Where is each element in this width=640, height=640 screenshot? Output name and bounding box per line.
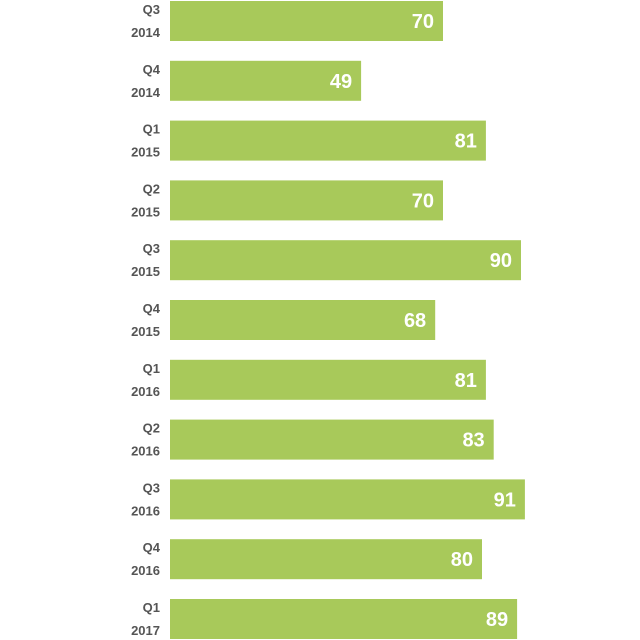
bar [170, 1, 443, 41]
bar-value-label: 70 [412, 11, 434, 33]
category-label-year: 2015 [131, 145, 160, 160]
bar [170, 359, 486, 400]
bar [170, 419, 494, 460]
bar-value-label: 90 [490, 250, 512, 272]
bar [170, 120, 486, 161]
category-label-quarter: Q3 [143, 480, 160, 495]
category-label-year: 2017 [131, 623, 160, 638]
bar-value-label: 70 [412, 190, 434, 212]
bar [170, 240, 521, 281]
category-label-year: 2015 [131, 324, 160, 339]
category-label-year: 2014 [131, 85, 161, 100]
category-label-quarter: Q3 [143, 2, 160, 17]
category-label-quarter: Q3 [143, 241, 160, 256]
category-label-year: 2016 [131, 563, 160, 578]
bar [170, 60, 362, 101]
category-label-quarter: Q1 [143, 361, 160, 376]
category-label-year: 2015 [131, 264, 160, 279]
bar-value-label: 83 [462, 430, 484, 452]
bar [170, 539, 482, 580]
category-label-quarter: Q1 [143, 122, 160, 137]
bar-value-label: 91 [494, 489, 516, 511]
category-label-quarter: Q4 [143, 301, 161, 316]
bar-value-label: 81 [455, 370, 477, 392]
bar [170, 180, 443, 221]
bar [170, 599, 518, 639]
bar-value-label: 80 [451, 549, 473, 571]
category-label-year: 2016 [131, 503, 160, 518]
bar [170, 479, 525, 520]
category-label-year: 2014 [131, 25, 161, 40]
category-label-quarter: Q1 [143, 600, 160, 615]
category-label-quarter: Q2 [143, 181, 160, 196]
category-label-quarter: Q4 [143, 62, 161, 77]
category-label-year: 2016 [131, 444, 160, 459]
category-label-quarter: Q2 [143, 421, 160, 436]
bar-value-label: 49 [330, 71, 352, 93]
category-label-year: 2016 [131, 384, 160, 399]
bar-value-label: 68 [404, 310, 426, 332]
category-label-quarter: Q4 [143, 540, 161, 555]
category-label-year: 2015 [131, 204, 160, 219]
bar [170, 300, 436, 340]
bar-value-label: 81 [455, 131, 477, 153]
bar-value-label: 89 [486, 609, 508, 631]
